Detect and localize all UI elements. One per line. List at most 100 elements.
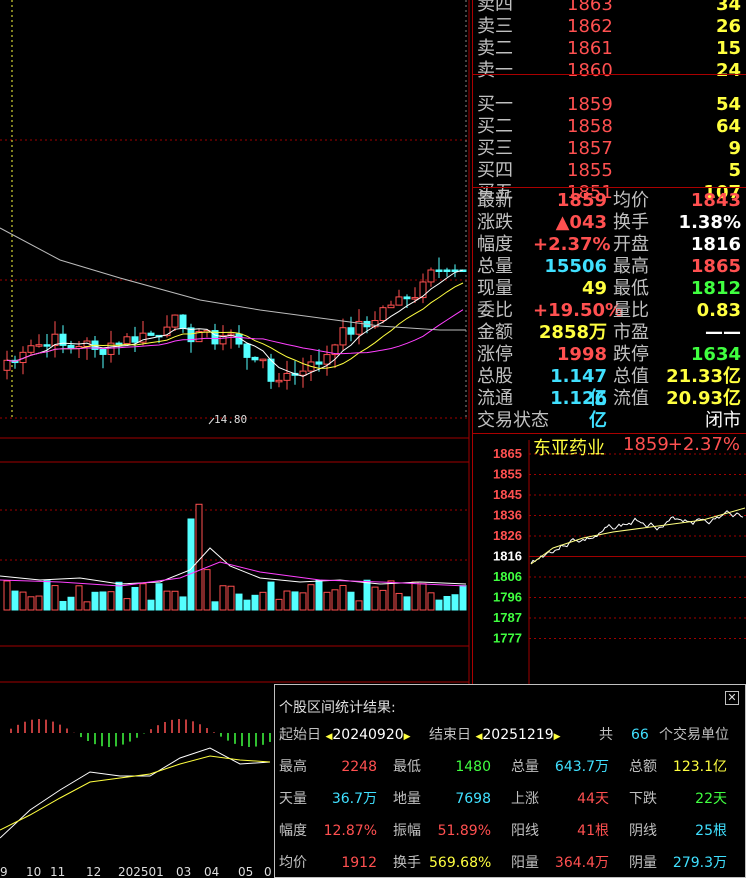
volume-bar xyxy=(131,586,139,611)
volume-bar xyxy=(275,598,283,611)
kline-panel[interactable]: 14.80 9 10 11 12 202501 03 04 05 0 xyxy=(0,0,472,878)
candle-body xyxy=(131,336,139,343)
dialog-stat-value: 1912 xyxy=(341,855,377,871)
ask-row[interactable]: 卖二 1861 15 xyxy=(473,38,746,60)
volume-bar xyxy=(203,569,211,611)
start-date-next-icon[interactable]: ▶ xyxy=(403,732,411,742)
bid-row[interactable]: 买二 1858 64 xyxy=(473,116,746,138)
candle-body xyxy=(139,332,147,343)
ask-row[interactable]: 卖四 1863 34 xyxy=(473,0,746,16)
mini-y-label: 1865 xyxy=(493,446,522,461)
date-axis-label: 10 xyxy=(26,865,41,878)
order-price: 1858 xyxy=(567,116,613,137)
close-icon[interactable]: ✕ xyxy=(725,691,739,705)
stat-label: 均价 xyxy=(613,190,649,211)
candle-body xyxy=(403,296,411,300)
volume-bar xyxy=(347,591,355,611)
dialog-stat-label: 总额 xyxy=(629,759,657,775)
order-volume: 26 xyxy=(715,16,741,37)
order-volume: 15 xyxy=(715,38,741,59)
candle-body xyxy=(67,344,75,349)
order-price: 1861 xyxy=(567,38,613,59)
stat-label: 委比 xyxy=(477,300,513,321)
volume-bar xyxy=(291,591,299,611)
candle-body xyxy=(251,356,259,361)
candle-body xyxy=(123,336,131,345)
stat-label: 开盘 xyxy=(613,234,649,255)
stat-row: 流通 1.126亿 流值 20.93亿 xyxy=(473,388,746,431)
bid-row[interactable]: 买四 1855 5 xyxy=(473,160,746,182)
ask-row[interactable]: 卖三 1862 26 xyxy=(473,16,746,38)
volume-bar xyxy=(107,591,115,611)
volume-bar xyxy=(299,592,307,611)
volume-bar xyxy=(403,596,411,611)
volume-bar xyxy=(395,592,403,611)
dialog-stat-value: 364.4万 xyxy=(554,855,609,871)
order-level-label: 买四 xyxy=(477,160,513,181)
volume-bar xyxy=(411,581,419,611)
volume-bar xyxy=(35,595,43,611)
stat-row: 涨停 1998 跌停 1634 xyxy=(473,344,746,366)
end-date-prev-icon[interactable]: ◀ xyxy=(475,732,483,742)
stat-value: +19.50% xyxy=(533,300,624,321)
volume-bar xyxy=(267,581,275,611)
start-date-prev-icon[interactable]: ◀ xyxy=(325,732,333,742)
volume-bar xyxy=(3,580,11,611)
volume-bar xyxy=(331,589,339,611)
volume-bar xyxy=(43,580,51,611)
candle-body xyxy=(259,358,267,362)
candle-body xyxy=(243,343,251,358)
kline-chart[interactable]: 14.80 9 10 11 12 202501 03 04 05 0 xyxy=(0,0,472,878)
total-label: 共 xyxy=(599,727,613,743)
ma10-line xyxy=(6,282,464,369)
stat-value: ▲043 xyxy=(555,212,607,233)
dialog-stat-label: 换手 xyxy=(393,855,421,871)
order-level-label: 买一 xyxy=(477,94,513,115)
candle-body xyxy=(339,327,347,346)
candle-body xyxy=(395,296,403,306)
trade-status-row: 交易状态 闭市 xyxy=(473,410,746,432)
dialog-stat-label: 天量 xyxy=(279,791,307,807)
volume-bar xyxy=(435,599,443,611)
stat-label: 现量 xyxy=(477,278,513,299)
candle-body xyxy=(51,333,59,346)
volume-bar xyxy=(259,591,267,611)
bid-row[interactable]: 买三 1857 9 xyxy=(473,138,746,160)
low-marker-line xyxy=(208,417,215,425)
volume-bar xyxy=(355,600,363,611)
dialog-stat-label: 阳线 xyxy=(511,823,539,839)
candle-body xyxy=(411,297,419,300)
order-level-label: 卖三 xyxy=(477,16,513,37)
end-date-label: 结束日 xyxy=(429,727,471,743)
candle-body xyxy=(35,344,43,347)
candle-body xyxy=(147,332,155,336)
dialog-stat-label: 阴量 xyxy=(629,855,657,871)
bid-row[interactable]: 买一 1859 54 xyxy=(473,94,746,116)
intraday-chart[interactable]: 1865 1855 1845 1836 1826 1816 1806 1796 1787 1777 xyxy=(473,440,746,690)
volume-bar xyxy=(387,580,395,611)
order-price: 1860 xyxy=(567,60,613,81)
volume-bar xyxy=(339,584,347,611)
volume-bar xyxy=(371,586,379,611)
dif-line xyxy=(0,747,271,839)
stat-row: 委比 +19.50% 量比 0.83 xyxy=(473,300,746,322)
volume-bar xyxy=(451,594,459,611)
interval-stats-dialog[interactable]: 个股区间统计结果: ✕ 起始日 ◀20240920▶ 结束日 ◀20251219… xyxy=(274,684,746,878)
end-date-next-icon[interactable]: ▶ xyxy=(553,732,561,742)
start-date-input[interactable]: 20240920 xyxy=(332,727,404,743)
candle-body xyxy=(59,333,67,346)
candle-body xyxy=(371,320,379,328)
trade-status-label: 交易状态 xyxy=(477,410,549,431)
candle-body xyxy=(179,314,187,329)
volume-bar xyxy=(91,591,99,611)
volume-bar xyxy=(123,598,131,611)
stat-row: 最新 1859 均价 1843 xyxy=(473,190,746,212)
date-axis-label: 04 xyxy=(204,865,219,878)
stat-row: 总股 1.147亿 总值 21.33亿 xyxy=(473,366,746,409)
ask-row[interactable]: 卖一 1860 24 xyxy=(473,60,746,82)
stat-label: 总量 xyxy=(477,256,513,277)
volume-bar xyxy=(83,601,91,611)
dialog-stat-value: 51.89% xyxy=(437,823,491,839)
end-date-input[interactable]: 20251219 xyxy=(482,727,554,743)
dialog-stat-value: 41根 xyxy=(577,823,609,839)
